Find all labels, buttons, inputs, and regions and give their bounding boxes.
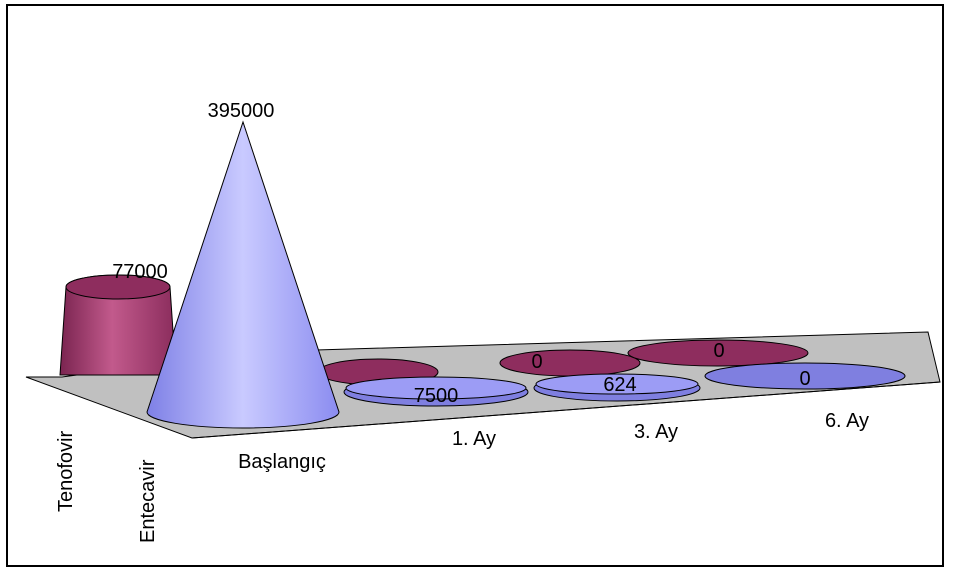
cone-tenofovir-2 (499, 349, 641, 377)
cone-entecavir-0 (146, 120, 340, 429)
category-label-3: 6. Ay (825, 410, 869, 432)
series-label-entecavir: Entecavir (137, 459, 159, 543)
cone-entecavir-1-top (345, 376, 527, 400)
data-label-tenofovir-0: 77000 (112, 261, 168, 283)
floor-front-edge (191, 381, 941, 439)
category-label-2: 3. Ay (634, 421, 678, 443)
category-label-0: Başlangıç (238, 451, 326, 473)
data-label-entecavir-3: 0 (799, 368, 810, 390)
cone-entecavir-2-top (535, 373, 699, 395)
data-label-entecavir-0: 395000 (208, 100, 275, 122)
data-label-tenofovir-2: 0 (531, 351, 542, 373)
category-label-1: 1. Ay (452, 428, 496, 450)
data-label-entecavir-2: 624 (603, 374, 636, 396)
data-label-entecavir-1: 7500 (414, 385, 459, 407)
series-label-tenofovir: Tenofovir (55, 431, 77, 512)
cone-entecavir-3 (704, 362, 906, 390)
cone-tenofovir-0-top (65, 274, 171, 300)
data-label-tenofovir-3: 0 (713, 340, 724, 362)
cone-tenofovir-3 (627, 339, 809, 367)
